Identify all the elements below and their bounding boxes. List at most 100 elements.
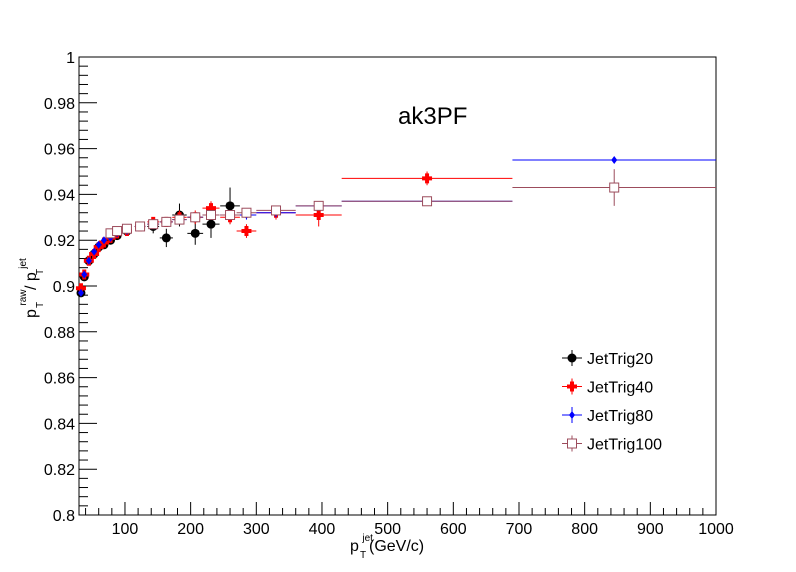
marker	[135, 221, 146, 232]
x-axis-title-suffix: (GeV/c)	[369, 538, 424, 555]
x-tick-label: 600	[440, 521, 467, 538]
x-tick-label: 900	[637, 521, 664, 538]
marker	[422, 196, 433, 207]
marker	[241, 226, 252, 237]
marker	[225, 201, 235, 211]
data-point	[295, 200, 342, 211]
legend-entry: JetTrig20	[562, 350, 653, 368]
y-tick-label: 0.88	[44, 325, 75, 342]
marker	[206, 219, 216, 229]
marker	[85, 256, 92, 265]
data-point	[77, 288, 84, 297]
x-axis-title-sub: T	[360, 550, 366, 561]
y-tick-label: 1	[66, 50, 75, 67]
legend-entry: JetTrig100	[562, 435, 662, 454]
y-axis-title: p raw T / p jet T	[13, 254, 47, 318]
marker	[225, 210, 236, 221]
legend-marker	[567, 353, 577, 363]
marker	[148, 219, 159, 230]
data-point	[100, 236, 107, 245]
marker	[161, 216, 172, 227]
marker	[241, 207, 252, 218]
marker	[313, 210, 324, 221]
series-JetTrig100	[105, 169, 716, 239]
data-point	[256, 205, 296, 216]
y-tick-label: 0.96	[44, 142, 75, 159]
legend-marker	[569, 411, 575, 419]
y-tick-label: 0.98	[44, 96, 75, 113]
data-point	[236, 207, 257, 218]
x-tick-label: 800	[571, 521, 598, 538]
y-tick-label: 0.94	[44, 187, 75, 204]
legend-entry: JetTrig80	[562, 407, 653, 425]
data-point	[202, 210, 220, 221]
legend: JetTrig20 JetTrig40 JetTrig80 JetTrig100	[562, 350, 662, 454]
x-axis-title-base: p	[350, 538, 359, 555]
marker	[91, 247, 98, 256]
y-axis-den-sup: jet	[18, 258, 29, 270]
marker	[190, 228, 200, 238]
data-point	[236, 224, 257, 238]
data-point	[512, 156, 716, 165]
data-point	[159, 228, 173, 248]
data-point	[147, 219, 160, 230]
y-tick-label: 0.8	[53, 508, 75, 525]
y-axis-slash: /	[23, 285, 40, 290]
marker	[112, 226, 123, 237]
data-point	[512, 169, 716, 206]
marker	[609, 182, 620, 193]
chart-annotation: ak3PF	[398, 103, 467, 130]
legend-marker	[567, 381, 577, 392]
marker	[75, 283, 86, 294]
x-tick-label: 1000	[698, 521, 734, 538]
data-point	[85, 256, 92, 265]
legend-marker	[567, 438, 577, 449]
y-tick-label: 0.9	[53, 279, 75, 296]
x-tick-label: 700	[506, 521, 533, 538]
axis-ticks: 100 200 300 400 500 600 700 800 900 1000 0.8 0.82 0.…	[44, 50, 734, 538]
y-axis-den-sub: T	[35, 269, 46, 275]
marker	[313, 200, 324, 211]
marker	[205, 210, 216, 221]
legend-label: JetTrig100	[587, 437, 662, 454]
legend-label: JetTrig40	[587, 380, 653, 397]
series-layer	[75, 156, 716, 298]
y-axis-num-base: p	[23, 309, 40, 318]
x-tick-label: 500	[374, 521, 401, 538]
y-tick-label: 0.86	[44, 371, 75, 388]
data-point	[134, 221, 146, 232]
y-axis-den-base: p	[23, 272, 40, 281]
marker	[77, 288, 84, 297]
x-tick-label: 400	[309, 521, 336, 538]
marker	[95, 240, 102, 249]
y-axis-num-sub: T	[35, 302, 46, 308]
data-point	[81, 270, 88, 279]
data-point	[159, 216, 173, 227]
marker	[81, 270, 88, 279]
data-point	[187, 212, 204, 223]
data-point	[220, 210, 240, 221]
data-point	[95, 240, 102, 249]
marker	[422, 173, 433, 184]
legend-label: JetTrig20	[587, 351, 653, 368]
y-tick-label: 0.84	[44, 416, 75, 433]
y-tick-label: 0.82	[44, 462, 75, 479]
x-tick-label: 200	[177, 521, 204, 538]
data-point	[172, 214, 187, 225]
marker	[161, 233, 171, 243]
data-point	[187, 221, 204, 245]
svg-text:p raw T: p raw T / p jet T	[13, 254, 47, 318]
legend-label: JetTrig80	[587, 408, 653, 425]
data-point	[91, 247, 98, 256]
x-tick-label: 100	[112, 521, 139, 538]
data-point	[341, 196, 513, 207]
data-point	[121, 223, 132, 234]
y-axis-num-sup: raw	[18, 289, 29, 306]
marker	[271, 205, 282, 216]
marker	[611, 156, 618, 165]
marker	[174, 214, 185, 225]
x-axis-title-sup: jet	[361, 533, 373, 544]
